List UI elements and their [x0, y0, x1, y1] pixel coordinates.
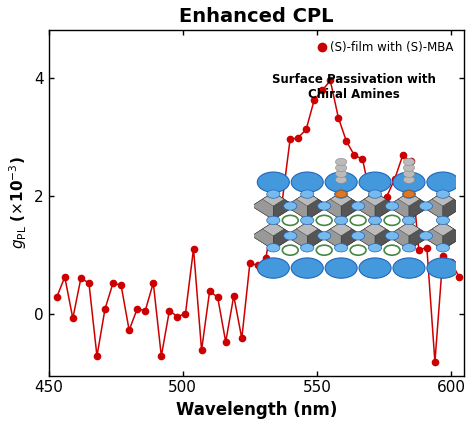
Y-axis label: $\mathit{g}_\mathrm{PL}$ ($\times$10$^{-3}$): $\mathit{g}_\mathrm{PL}$ ($\times$10$^{-… [7, 157, 28, 249]
Legend: (S)-film with (S)-MBA: (S)-film with (S)-MBA [314, 36, 458, 59]
X-axis label: Wavelength (nm): Wavelength (nm) [176, 401, 337, 419]
Text: Surface Passivation with
Chiral Amines: Surface Passivation with Chiral Amines [272, 73, 436, 101]
Title: Enhanced CPL: Enhanced CPL [179, 7, 334, 26]
